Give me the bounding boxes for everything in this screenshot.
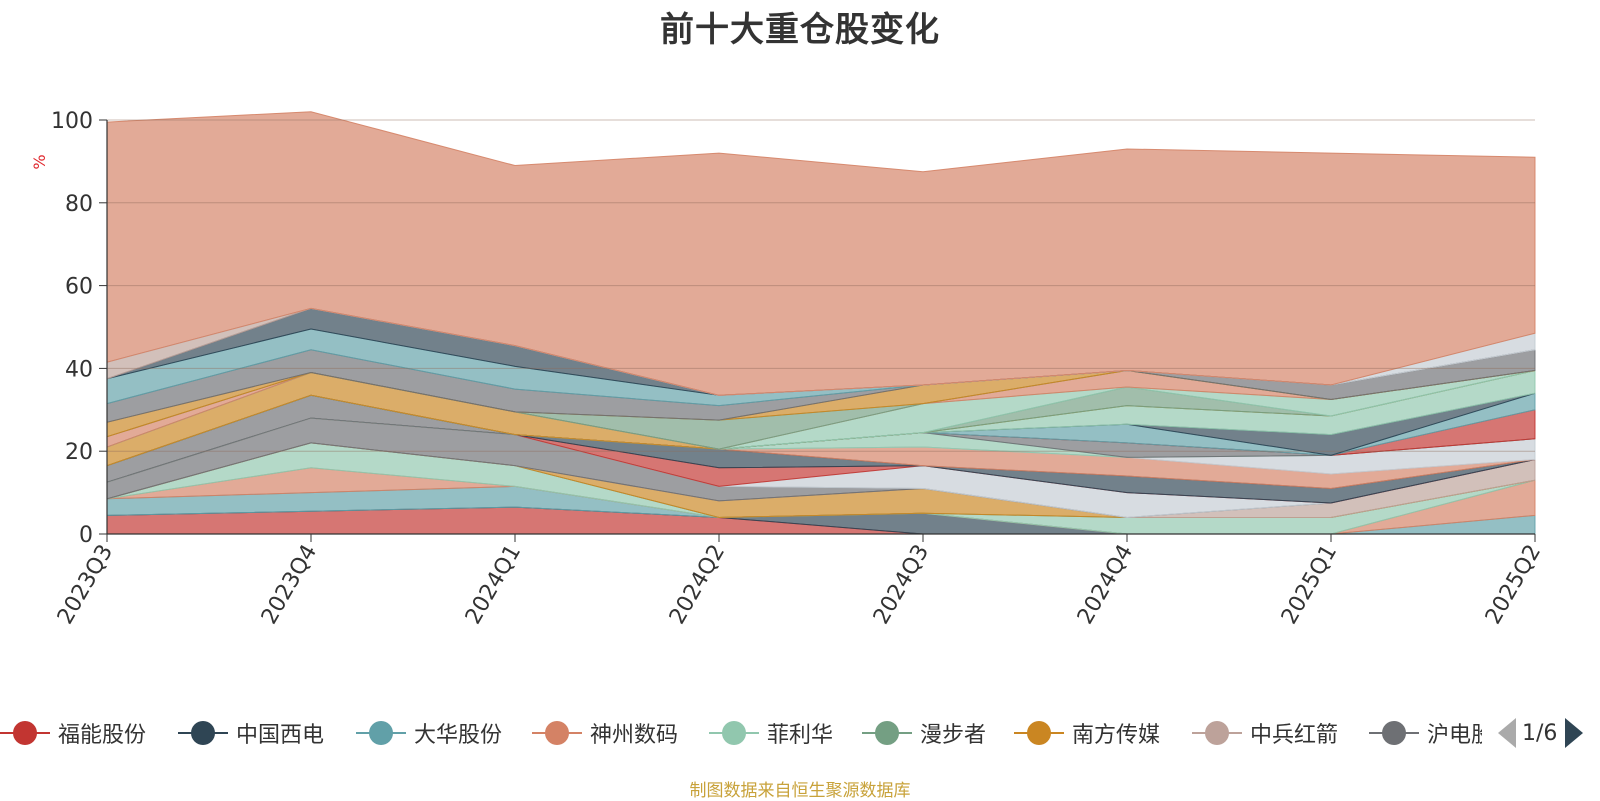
legend-label: 中国西电 xyxy=(236,723,325,748)
x-tick-label: 2024Q2 xyxy=(665,541,730,629)
legend-label: 大华股份 xyxy=(414,723,503,748)
y-tick-label: 40 xyxy=(65,357,93,382)
legend-marker xyxy=(178,718,228,748)
legend-marker xyxy=(532,718,582,748)
legend-item[interactable]: 中兵红箭 xyxy=(1192,712,1338,754)
legend-page-indicator: 1/6 xyxy=(1522,720,1558,746)
y-tick-label: 80 xyxy=(65,192,93,217)
legend-pager: 1/6 xyxy=(1498,712,1584,754)
x-tick-label: 2024Q3 xyxy=(869,541,934,629)
legend-item[interactable]: 福能股份 xyxy=(0,712,146,754)
x-tick-label: 2025Q2 xyxy=(1481,541,1546,629)
legend-label: 菲利华 xyxy=(767,723,834,748)
triangle-left-icon[interactable] xyxy=(1498,718,1516,748)
legend-item[interactable]: 神州数码 xyxy=(532,712,678,754)
y-tick-label: 0 xyxy=(79,523,93,548)
source-note: 制图数据来自恒生聚源数据库 xyxy=(689,781,911,801)
legend-marker xyxy=(1192,718,1242,748)
x-tick-label: 2023Q3 xyxy=(53,541,118,629)
legend-item[interactable]: 大华股份 xyxy=(356,712,502,754)
legend-marker xyxy=(1369,718,1419,748)
legend-label: 漫步者 xyxy=(920,723,987,748)
legend-marker xyxy=(862,718,912,748)
legend-marker xyxy=(356,718,406,748)
y-axis-label: % xyxy=(30,154,49,169)
legend-label: 沪电股份 xyxy=(1427,723,1482,748)
x-tick-label: 2023Q4 xyxy=(257,541,322,629)
legend-label: 福能股份 xyxy=(58,723,147,748)
y-tick-label: 60 xyxy=(65,275,93,300)
x-tick-label: 2024Q4 xyxy=(1073,541,1138,629)
legend: 福能股份 中国西电 大华股份 神州数码 菲利华 漫步者 南方传媒 中兵红箭 沪电股份 xyxy=(0,712,1600,754)
grid-layer xyxy=(107,119,1535,452)
legend-label: 南方传媒 xyxy=(1072,723,1161,748)
chart-plot: 0 20 40 60 80 100% 2023Q3 2023Q4 2024Q1 2024Q2 202… xyxy=(30,109,1546,629)
legend-marker xyxy=(0,718,50,748)
legend-marker xyxy=(1014,718,1064,748)
y-tick-label: 100 xyxy=(51,109,93,134)
legend-item[interactable]: 漫步者 xyxy=(862,712,986,754)
area-series-32 xyxy=(106,111,1536,396)
x-tick-label: 2025Q1 xyxy=(1277,541,1342,629)
areas-layer xyxy=(106,111,1536,535)
x-tick-label: 2024Q1 xyxy=(461,541,526,629)
legend-item[interactable]: 中国西电 xyxy=(178,712,324,754)
legend-label: 神州数码 xyxy=(590,723,679,748)
y-tick-label: 20 xyxy=(65,440,93,465)
legend-label: 中兵红箭 xyxy=(1250,723,1339,748)
chart-title: 前十大重仓股变化 xyxy=(660,10,940,50)
triangle-right-icon[interactable] xyxy=(1565,718,1584,748)
legend-marker xyxy=(709,718,759,748)
legend-item[interactable]: 菲利华 xyxy=(709,712,833,754)
legend-item[interactable]: 南方传媒 xyxy=(1014,712,1160,754)
legend-item[interactable]: 沪电股份 xyxy=(1369,712,1482,754)
